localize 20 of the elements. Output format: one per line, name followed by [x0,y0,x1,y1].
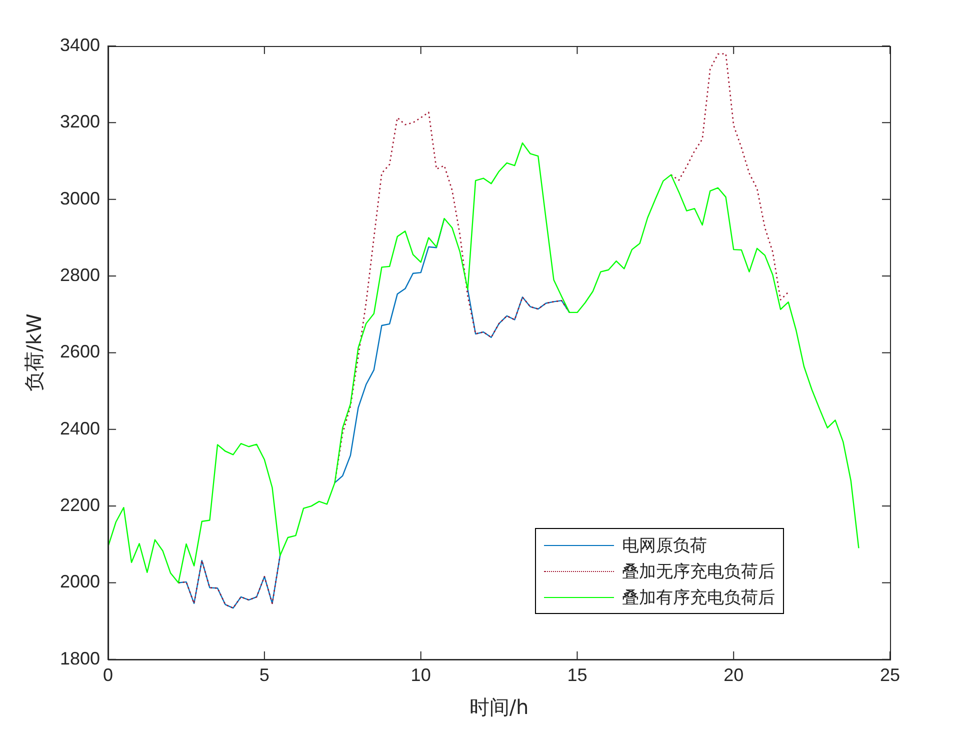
y-tick-label: 2400 [60,418,100,438]
y-tick-label: 1800 [60,648,100,668]
y-tick-label: 2800 [60,264,100,285]
x-axis-title: 时间/h [469,695,529,720]
x-tick-label: 15 [567,665,588,686]
x-tick-label: 0 [103,665,114,686]
y-tick-label: 2600 [60,342,100,362]
y-axis-title: 负荷/kW [22,313,46,392]
legend-label: 叠加有序充电负荷后 [622,586,775,609]
x-tick-label: 5 [259,665,270,686]
y-tick-label: 2000 [60,572,100,592]
y-tick-label: 3000 [60,188,100,208]
x-tick-label: 20 [724,665,744,686]
y-tick-label: 2200 [60,495,100,516]
legend-label: 叠加无序充电负荷后 [622,560,775,583]
legend-label: 电网原负荷 [622,534,707,557]
y-tick-label: 3200 [60,112,100,132]
x-tick-label: 10 [410,665,431,686]
x-tick-label: 25 [880,665,900,686]
y-tick-label: 3400 [60,34,100,55]
